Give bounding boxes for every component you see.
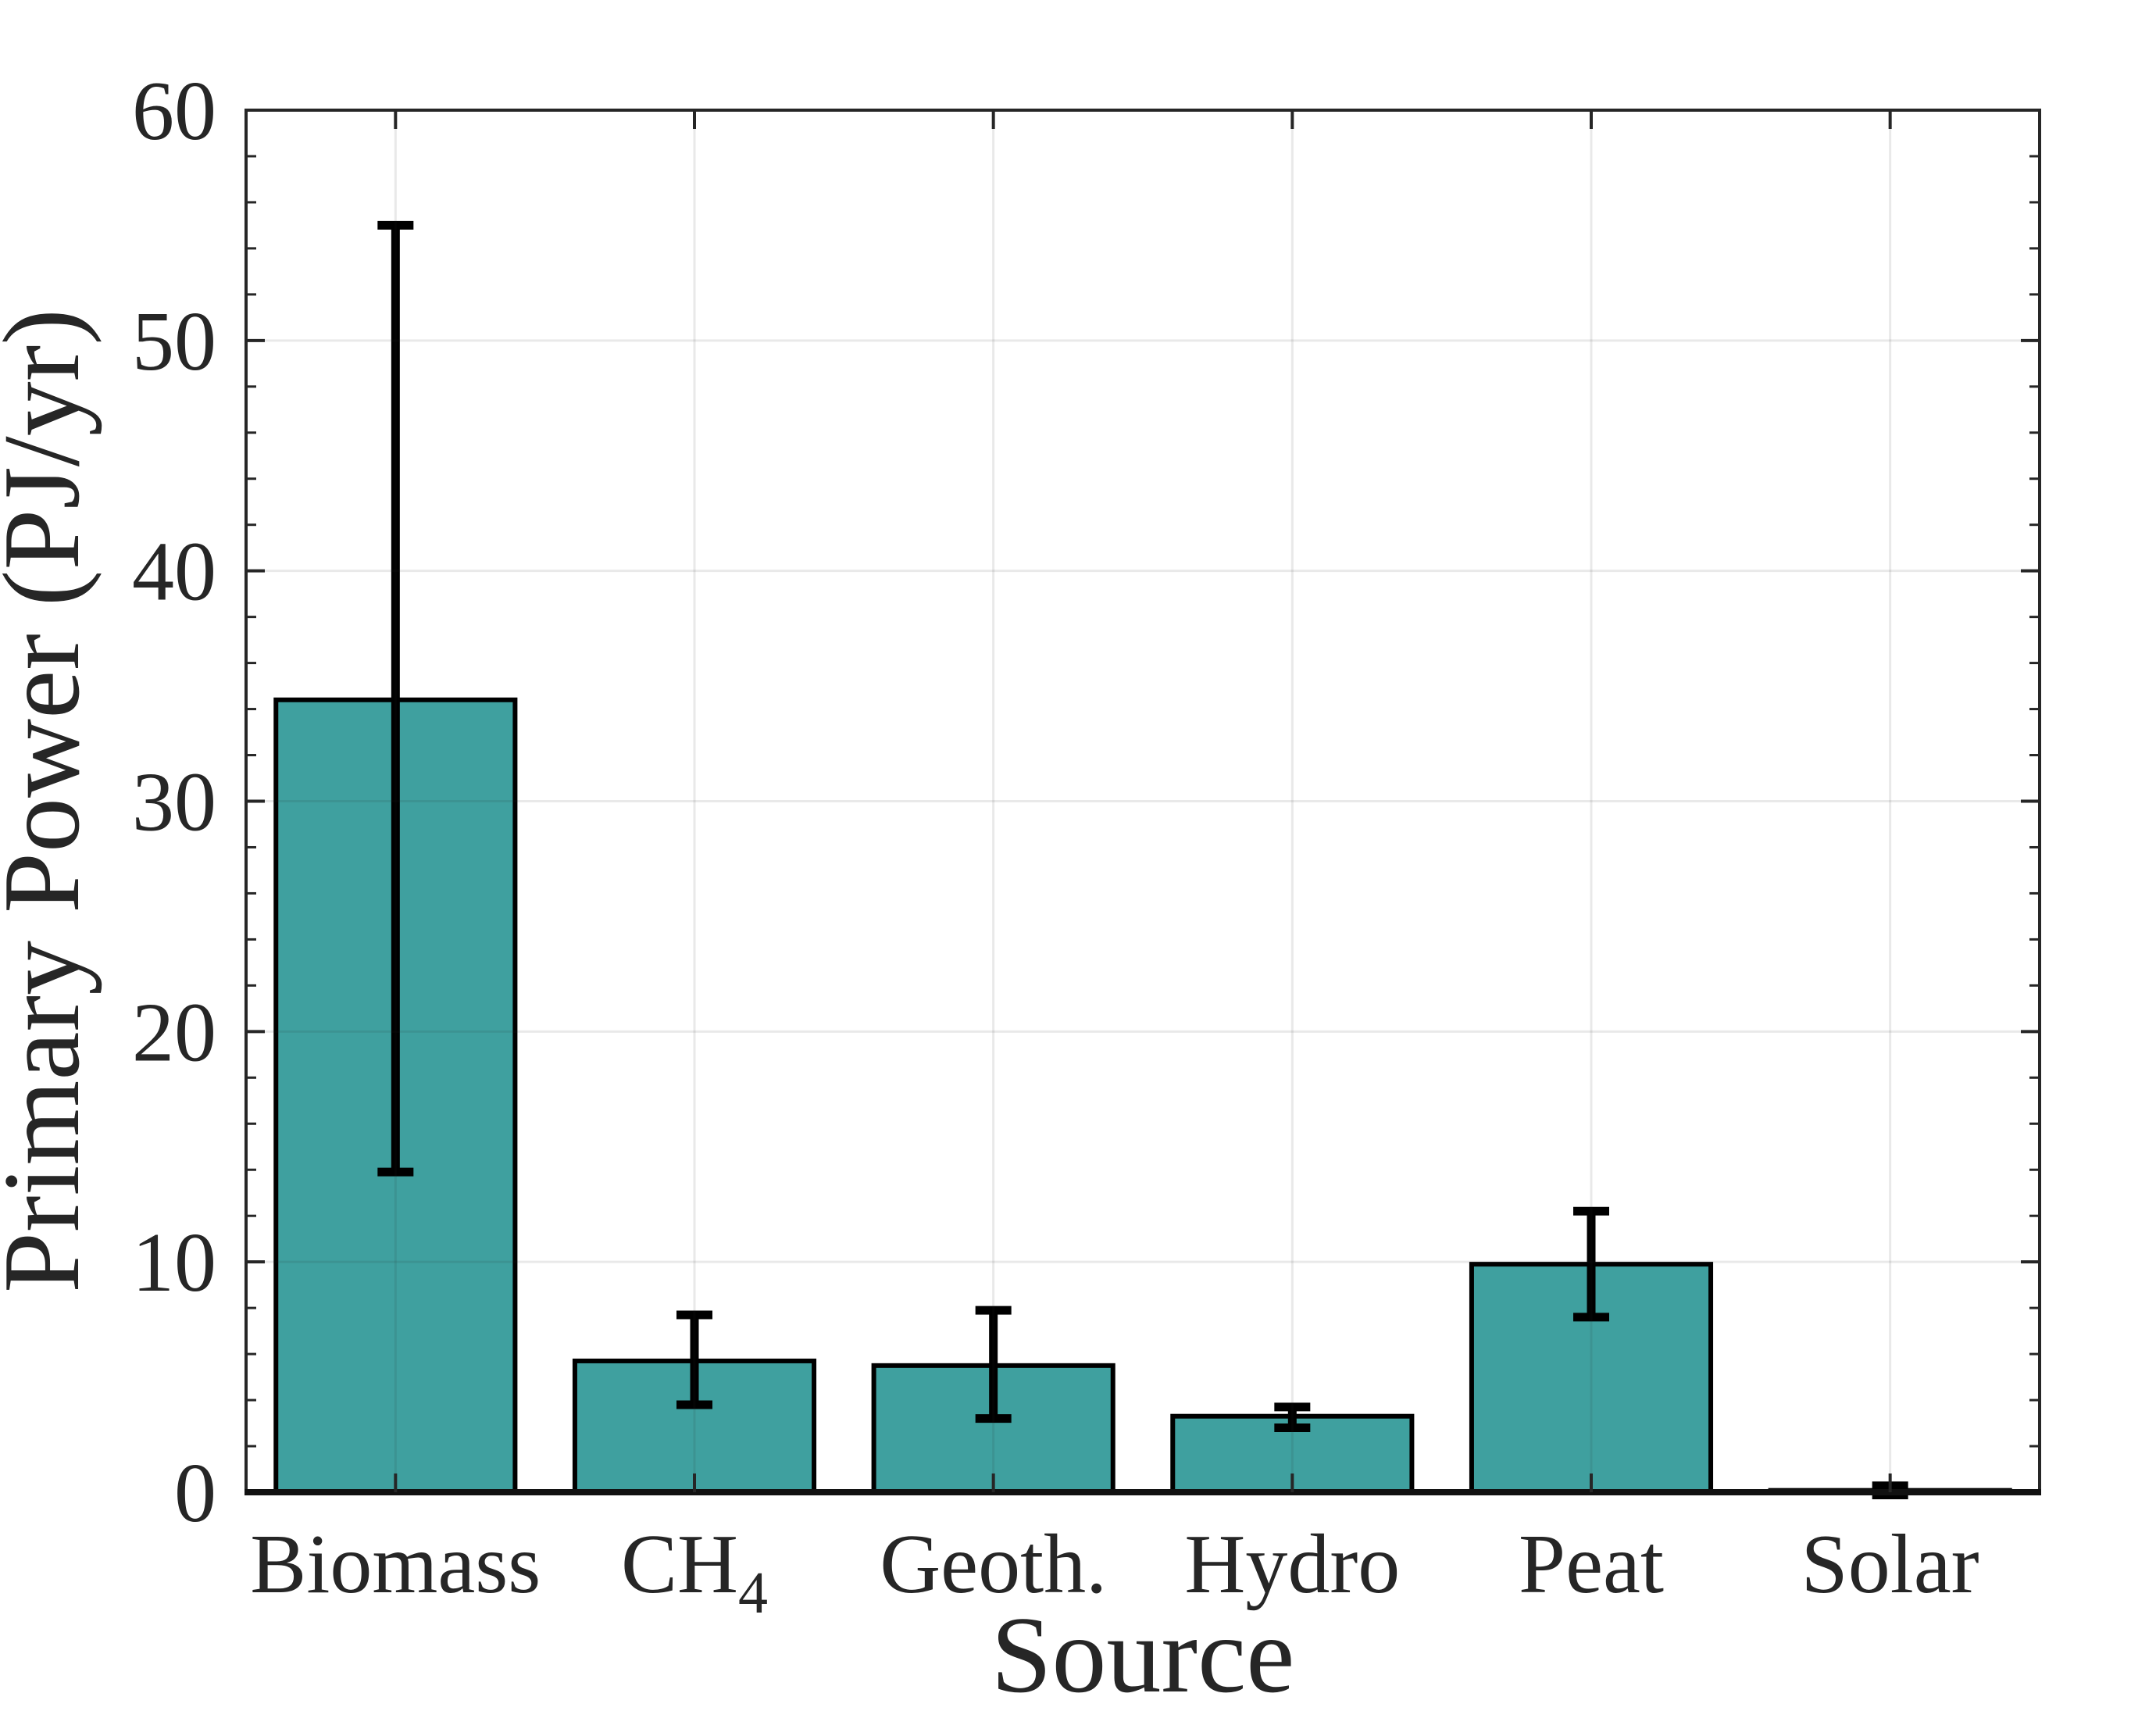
y-tick-label-60: 60 xyxy=(132,65,216,158)
x-axis-label: Source xyxy=(991,1595,1295,1716)
bars-layer xyxy=(273,697,2012,1495)
errorbar-peat xyxy=(1573,1206,1609,1322)
ticks-layer xyxy=(246,110,2040,1492)
y-tick-label-20: 20 xyxy=(132,986,216,1079)
y-tick-label-0: 0 xyxy=(174,1447,216,1540)
x-tick-label-solar: Solar xyxy=(1801,1518,1979,1611)
x-tick-label-ch4: CH4 xyxy=(621,1518,768,1626)
y-tick-label-50: 50 xyxy=(132,295,216,388)
x-tick-label-biomass: Biomass xyxy=(250,1518,541,1611)
x-tick-label-geoth: Geoth. xyxy=(880,1518,1107,1611)
tick-labels-layer: 0 10 20 30 40 50 60 Biomass CH4 Geoth. Hydro Peat So… xyxy=(132,65,1979,1626)
errorbar-hydro xyxy=(1274,1402,1311,1432)
x-tick-label-hydro: Hydro xyxy=(1184,1518,1400,1611)
y-tick-label-40: 40 xyxy=(132,526,216,619)
y-tick-label-10: 10 xyxy=(132,1216,216,1309)
y-axis-label: Primary Power (PJ/yr) xyxy=(0,309,102,1293)
gridlines-layer xyxy=(246,110,2040,1492)
errorbar-ch4 xyxy=(676,1310,712,1409)
x-tick-label-peat: Peat xyxy=(1519,1518,1664,1611)
errorbar-biomass xyxy=(377,220,414,1177)
y-tick-label-30: 30 xyxy=(132,756,216,849)
errorbar-geoth xyxy=(975,1306,1012,1423)
